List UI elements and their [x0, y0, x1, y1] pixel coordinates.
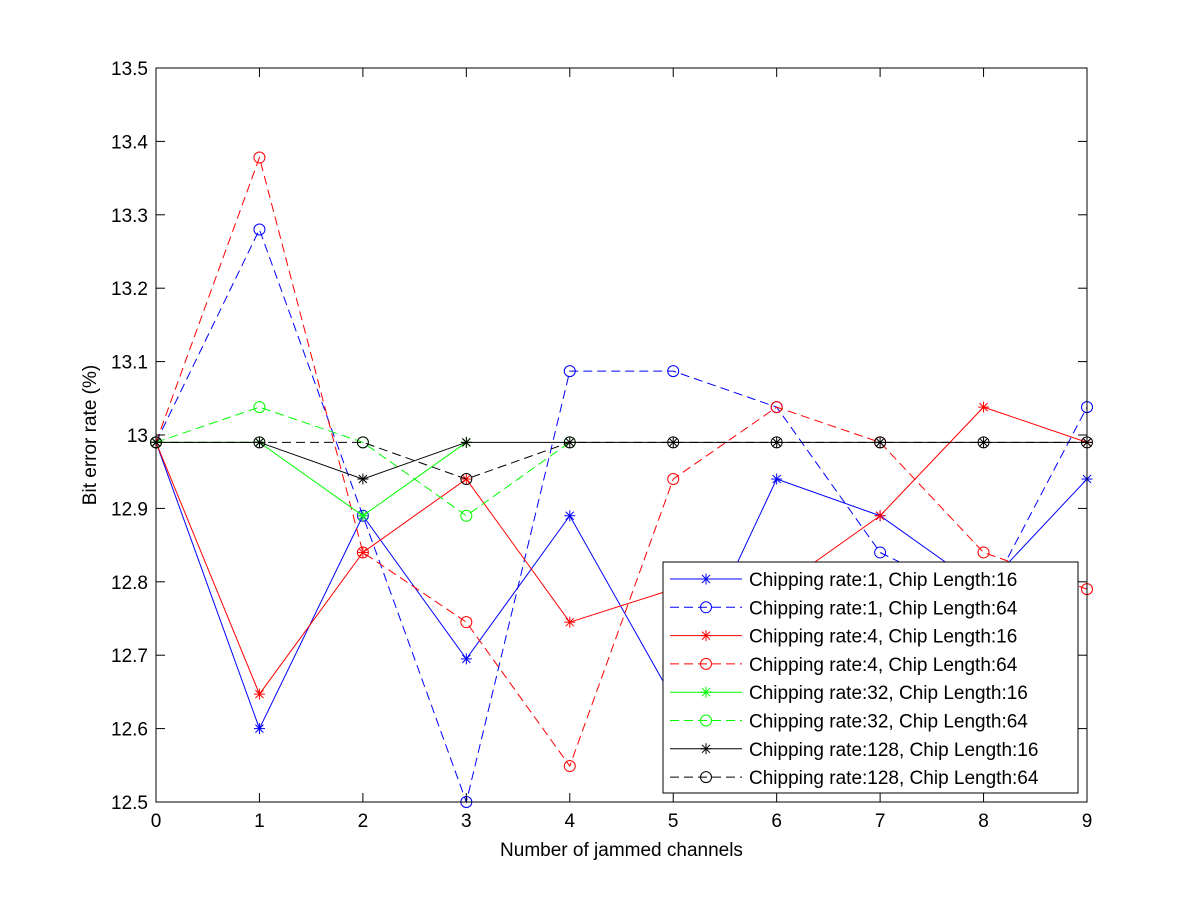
- x-tick-label: 8: [978, 811, 989, 832]
- star-marker: [460, 436, 472, 448]
- x-tick-label: 4: [564, 811, 575, 832]
- circle-marker: [977, 546, 990, 559]
- x-tick-label: 9: [1082, 811, 1093, 832]
- x-tick-label: 2: [358, 811, 369, 832]
- circle-marker: [667, 365, 680, 378]
- y-tick-label: 13.2: [111, 279, 148, 300]
- legend-label: Chipping rate:128, Chip Length:16: [749, 740, 1038, 761]
- circle-marker: [460, 473, 473, 486]
- circle-marker: [700, 714, 712, 727]
- circle-marker: [770, 401, 783, 414]
- legend-item: Chipping rate:4, Chip Length:64: [670, 655, 1018, 676]
- legend-label: Chipping rate:1, Chip Length:16: [749, 570, 1017, 591]
- y-tick-label: 13.4: [111, 132, 148, 153]
- star-marker: [253, 688, 265, 700]
- legend-label: Chipping rate:128, Chip Length:64: [749, 768, 1039, 789]
- circle-marker: [253, 151, 266, 164]
- star-marker: [874, 510, 886, 522]
- circle-marker: [460, 616, 473, 629]
- circle-marker: [253, 436, 266, 449]
- circle-marker: [700, 771, 712, 784]
- legend-item: Chipping rate:128, Chip Length:16: [670, 740, 1038, 761]
- circle-marker: [700, 601, 712, 614]
- series-8: [150, 436, 1093, 486]
- series-line: [156, 441, 1087, 480]
- circle-marker: [563, 365, 576, 378]
- legend-item: Chipping rate:1, Chip Length:16: [670, 570, 1017, 591]
- legend-item: Chipping rate:128, Chip Length:64: [670, 768, 1039, 789]
- circle-marker: [356, 436, 369, 449]
- y-tick-label: 13.3: [111, 206, 148, 227]
- circle-marker: [700, 657, 712, 670]
- x-tick-label: 0: [151, 811, 162, 832]
- star-marker: [357, 473, 369, 485]
- y-tick-label: 13.5: [111, 59, 148, 80]
- star-marker: [978, 401, 990, 413]
- series-line: [155, 406, 571, 517]
- x-tick-label: 6: [771, 811, 782, 832]
- x-axis-label: Number of jammed channels: [500, 840, 743, 861]
- x-tick-label: 3: [461, 811, 472, 832]
- legend-box: [662, 561, 1079, 794]
- series-line: [155, 442, 1088, 730]
- star-marker: [700, 743, 712, 755]
- legend-label: Chipping rate:4, Chip Length:64: [749, 655, 1018, 676]
- star-marker: [700, 686, 712, 698]
- x-tick-label: 7: [875, 811, 886, 832]
- legend-item: Chipping rate:32, Chip Length:16: [670, 683, 1028, 704]
- y-tick-label: 13.1: [111, 353, 148, 374]
- circle-marker: [667, 473, 680, 486]
- circle-marker: [874, 436, 887, 449]
- legend-label: Chipping rate:32, Chip Length:64: [749, 712, 1028, 733]
- circle-marker: [253, 401, 266, 414]
- circle-marker: [563, 760, 576, 773]
- y-axis-label: Bit error rate (%): [80, 365, 101, 505]
- legend-item: Chipping rate:4, Chip Length:16: [670, 627, 1017, 648]
- ticks-layer: 0 1 2 3 4 5 6 7 8 9 12.5 12.6 12.7 12.8 12.9 13 13.1 13.2…: [111, 59, 1092, 832]
- star-marker: [771, 473, 783, 485]
- y-tick-label: 12.7: [111, 646, 148, 667]
- circle-marker: [356, 546, 369, 559]
- x-tick-label: 1: [254, 811, 265, 832]
- star-marker: [357, 510, 369, 522]
- series-line: [155, 406, 1088, 696]
- y-tick-label: 12.5: [111, 793, 148, 814]
- legend-label: Chipping rate:4, Chip Length:16: [749, 627, 1017, 648]
- circle-marker: [770, 436, 783, 449]
- star-marker: [357, 546, 369, 558]
- legend-item: Chipping rate:32, Chip Length:64: [670, 712, 1028, 733]
- circle-marker: [563, 436, 576, 449]
- star-marker: [700, 573, 712, 585]
- circle-marker: [253, 223, 266, 236]
- legend-label: Chipping rate:1, Chip Length:64: [749, 598, 1018, 619]
- legend-item: Chipping rate:1, Chip Length:64: [670, 598, 1018, 619]
- x-tick-label: 5: [668, 811, 679, 832]
- series-line: [155, 155, 1088, 768]
- y-tick-label: 13: [127, 426, 148, 447]
- star-marker: [460, 653, 472, 665]
- star-marker: [564, 510, 576, 522]
- y-tick-label: 12.9: [111, 499, 148, 520]
- circle-marker: [874, 546, 887, 559]
- circle-marker: [667, 436, 680, 449]
- circle-marker: [460, 509, 473, 522]
- star-marker: [564, 616, 576, 628]
- y-tick-label: 12.8: [111, 573, 148, 594]
- legend-label: Chipping rate:32, Chip Length:16: [749, 683, 1028, 704]
- circle-marker: [977, 436, 990, 449]
- star-marker: [700, 630, 712, 642]
- y-tick-label: 12.6: [111, 720, 148, 741]
- legend: Chipping rate:1, Chip Length:16 Chipping …: [662, 561, 1079, 794]
- star-marker: [253, 723, 265, 735]
